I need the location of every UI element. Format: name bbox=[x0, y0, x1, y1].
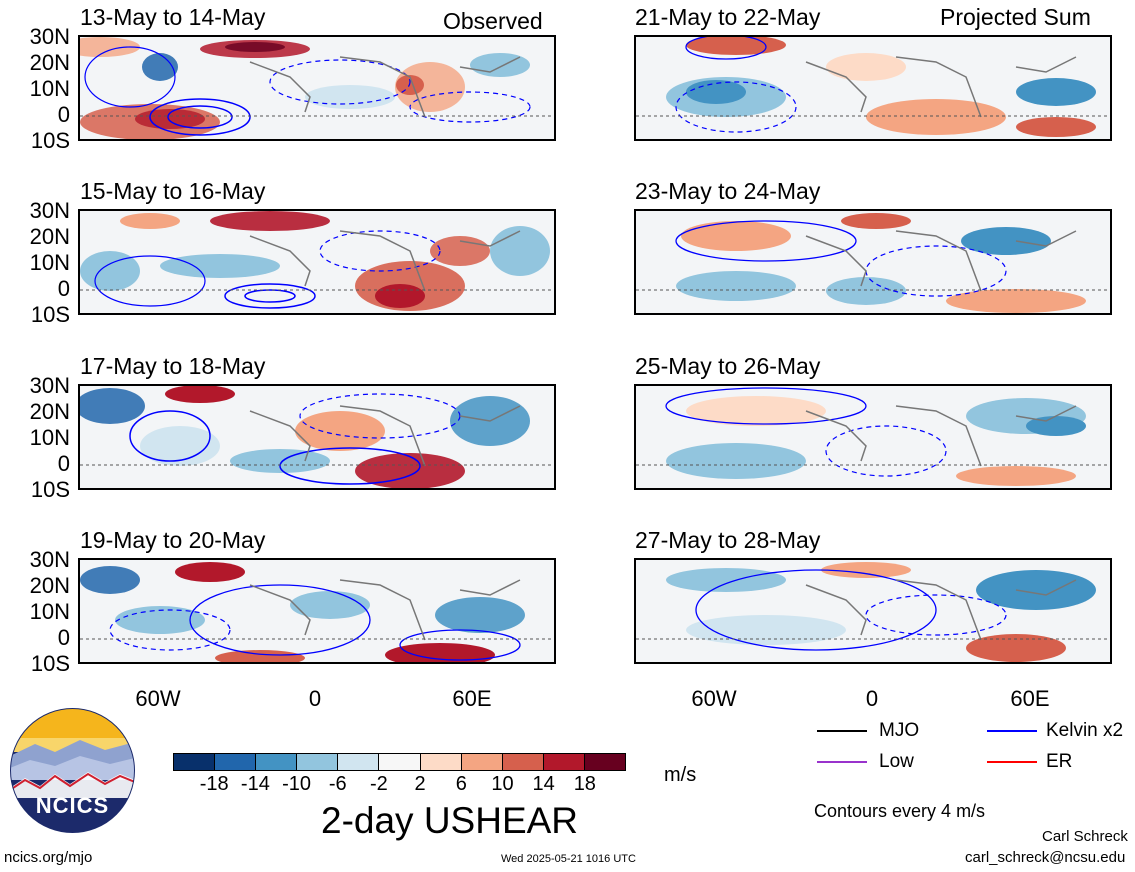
lat-label: 30N bbox=[29, 198, 70, 223]
colorbar-tick-label: -10 bbox=[282, 773, 311, 795]
map-panel bbox=[78, 558, 556, 664]
panel-title: 13-May to 14-May bbox=[80, 4, 266, 30]
map-panel bbox=[634, 209, 1112, 315]
colorbar-units: m/s bbox=[664, 764, 697, 786]
lon-label: 60E bbox=[1010, 686, 1050, 711]
lon-label: 60W bbox=[691, 686, 737, 711]
lon-label: 60W bbox=[135, 686, 181, 711]
colorbar-title: 2-day USHEAR bbox=[321, 800, 579, 841]
colorbar-swatch bbox=[461, 754, 503, 770]
colorbar-swatch bbox=[502, 754, 544, 770]
lon-label: 60E bbox=[452, 686, 492, 711]
panel-title: 17-May to 18-May bbox=[80, 353, 266, 379]
colorbar-tick-label: 10 bbox=[491, 773, 514, 795]
lat-label: 20N bbox=[29, 399, 70, 424]
ncics-logo-graphic bbox=[10, 708, 135, 833]
colorbar-tick-label: -6 bbox=[328, 773, 347, 795]
colorbar-swatch bbox=[379, 754, 421, 770]
lat-label: 20N bbox=[29, 50, 70, 75]
shear-map bbox=[636, 37, 1110, 139]
colorbar-swatch bbox=[543, 754, 585, 770]
colorbar-swatch bbox=[256, 754, 298, 770]
lat-label: 0 bbox=[57, 625, 70, 650]
lat-label: 30N bbox=[29, 24, 70, 49]
lat-label: 10N bbox=[29, 76, 70, 101]
lat-label: 10N bbox=[29, 599, 70, 624]
contour-note: Contours every 4 m/s bbox=[814, 801, 986, 821]
colorbar-swatch bbox=[420, 754, 462, 770]
panel-title: 23-May to 24-May bbox=[635, 178, 821, 204]
shear-map bbox=[636, 560, 1110, 662]
lat-label: 20N bbox=[29, 573, 70, 598]
colorbar-swatches bbox=[173, 753, 626, 771]
lat-label: 0 bbox=[57, 276, 70, 301]
shear-map bbox=[636, 211, 1110, 313]
map-panel bbox=[78, 384, 556, 490]
legend-label-mjo: MJO bbox=[879, 720, 920, 741]
lat-label: 10N bbox=[29, 425, 70, 450]
lat-label: 30N bbox=[29, 547, 70, 572]
lon-label: 0 bbox=[865, 686, 879, 711]
colorbar-tick-label: 14 bbox=[532, 773, 555, 795]
ncics-logo: NCICS bbox=[10, 708, 135, 833]
lat-label: 0 bbox=[57, 451, 70, 476]
colorbar-swatch bbox=[297, 754, 339, 770]
colorbar-tick-label: 6 bbox=[455, 773, 467, 795]
colorbar-tick-label: -14 bbox=[240, 773, 270, 795]
shear-map bbox=[80, 386, 554, 488]
colorbar-swatch bbox=[215, 754, 257, 770]
panel-title: 25-May to 26-May bbox=[635, 353, 821, 379]
panel-title: 21-May to 22-May bbox=[635, 4, 821, 30]
colorbar-tick-label: 18 bbox=[573, 773, 596, 795]
panel-title: 27-May to 28-May bbox=[635, 527, 821, 553]
lat-label: 0 bbox=[57, 102, 70, 127]
er-line-swatch bbox=[987, 761, 1037, 763]
lat-label: 10S bbox=[30, 651, 70, 676]
map-panel bbox=[634, 35, 1112, 141]
shear-map bbox=[80, 37, 554, 139]
legend-label-er: ER bbox=[1046, 751, 1073, 772]
legend-label-kelvin: Kelvin x2 bbox=[1046, 720, 1124, 741]
footer-author: Carl Schreck bbox=[1042, 828, 1128, 845]
footer-email: carl_schreck@ncsu.edu bbox=[965, 849, 1126, 866]
mjo-line-swatch bbox=[817, 730, 867, 732]
colorbar-swatch bbox=[174, 754, 216, 770]
panel-title: 15-May to 16-May bbox=[80, 178, 266, 204]
low-line-swatch bbox=[817, 761, 867, 763]
lat-label: 20N bbox=[29, 224, 70, 249]
colorbar-tick-label: -18 bbox=[199, 773, 229, 795]
lat-label: 10S bbox=[30, 128, 70, 153]
footer-url: ncics.org/mjo bbox=[4, 849, 93, 866]
lat-label: 10N bbox=[29, 250, 70, 275]
footer-timestamp: Wed 2025-05-21 1016 UTC bbox=[501, 853, 636, 865]
colorbar-swatch bbox=[584, 754, 626, 770]
colorbar-swatch bbox=[338, 754, 380, 770]
map-panel bbox=[78, 35, 556, 141]
shear-map bbox=[80, 560, 554, 662]
lat-label: 30N bbox=[29, 373, 70, 398]
map-panel bbox=[634, 384, 1112, 490]
lat-label: 10S bbox=[30, 477, 70, 502]
map-panel bbox=[634, 558, 1112, 664]
map-panel bbox=[78, 209, 556, 315]
logo-text: NCICS bbox=[35, 793, 110, 818]
colorbar-tick-label: -2 bbox=[370, 773, 388, 795]
lon-label: 0 bbox=[308, 686, 322, 711]
legend-label-low: Low bbox=[879, 751, 914, 772]
kelvin-line-swatch bbox=[987, 730, 1037, 732]
projected-sum-label: Projected Sum bbox=[940, 4, 1091, 30]
shear-map bbox=[636, 386, 1110, 488]
colorbar-tick-label: 2 bbox=[414, 773, 426, 795]
shear-map bbox=[80, 211, 554, 313]
observed-label: Observed bbox=[443, 8, 543, 34]
panel-title: 19-May to 20-May bbox=[80, 527, 266, 553]
lat-label: 10S bbox=[30, 302, 70, 327]
